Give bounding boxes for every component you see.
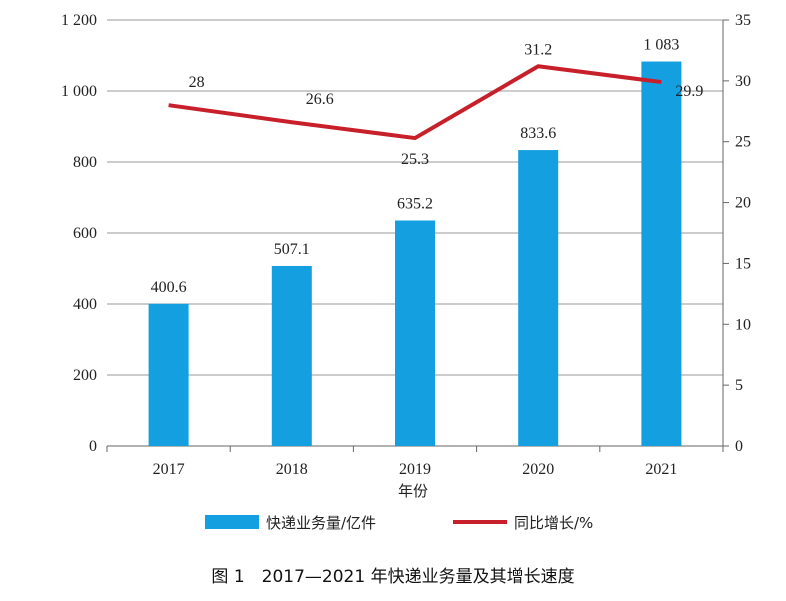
left-tick-label-4: 800	[73, 154, 97, 171]
right-tick-label-2: 10	[735, 316, 751, 333]
x-tick-label-2021: 2021	[645, 461, 677, 478]
figure-caption: 图 1 2017—2021 年快递业务量及其增长速度	[211, 567, 574, 587]
right-tick-label-0: 0	[735, 438, 743, 455]
right-tick-label-4: 20	[735, 195, 751, 212]
bar-2020	[518, 150, 559, 446]
line-label-2021: 29.9	[675, 83, 703, 100]
x-tick-label-2018: 2018	[276, 461, 308, 478]
bar-2018	[271, 265, 312, 446]
left-tick-label-5: 1 000	[61, 83, 97, 100]
left-tick-label-6: 1 200	[61, 12, 97, 29]
bar-label-2018: 507.1	[274, 241, 310, 258]
legend: 快递业务量/亿件 同比增长/%	[205, 514, 593, 532]
line-label-2018: 26.6	[306, 91, 334, 108]
right-tick-label-3: 15	[735, 255, 751, 272]
bar-2021	[641, 61, 682, 446]
legend-bar-label: 快递业务量/亿件	[266, 514, 376, 532]
x-tick-label-2019: 2019	[399, 461, 431, 478]
left-tick-label-0: 0	[89, 438, 97, 455]
legend-line-swatch	[453, 520, 507, 524]
left-axis-ticks: 0 200 400 600 800 1 000 1 200	[61, 12, 97, 455]
x-tick-label-2017: 2017	[153, 461, 185, 478]
left-tick-label-2: 400	[73, 296, 97, 313]
left-tick-label-1: 200	[73, 367, 97, 384]
left-tick-label-3: 600	[73, 225, 97, 242]
line-label-2020: 31.2	[524, 41, 552, 58]
right-axis-ticks: 0 5 10 15 20 25 30 35	[735, 12, 751, 455]
x-axis-label: 年份	[398, 482, 428, 500]
line-label-2019: 25.3	[401, 151, 429, 168]
bar-2017	[148, 303, 189, 446]
bar-series: 400.6 507.1 635.2 833.6 1 083	[148, 37, 682, 446]
line-series: 28 26.6 25.3 31.2 29.9	[168, 41, 703, 168]
legend-line-label: 同比增长/%	[514, 514, 593, 532]
growth-rate-line	[168, 64, 662, 141]
right-tick-label-1: 5	[735, 377, 743, 394]
right-tick-label-5: 25	[735, 134, 751, 151]
legend-bar-swatch	[205, 515, 259, 529]
bar-label-2021: 1 083	[643, 37, 679, 54]
bar-label-2019: 635.2	[397, 196, 433, 213]
bar-label-2017: 400.6	[151, 279, 187, 296]
x-tick-label-2020: 2020	[522, 461, 554, 478]
right-tick-label-7: 35	[735, 12, 751, 29]
line-label-2017: 28	[189, 74, 205, 91]
bar-label-2020: 833.6	[520, 125, 556, 142]
bar-2019	[395, 220, 435, 446]
x-axis-ticks: 2017 2018 2019 2020 2021	[153, 461, 678, 478]
right-tick-label-6: 30	[735, 73, 751, 90]
